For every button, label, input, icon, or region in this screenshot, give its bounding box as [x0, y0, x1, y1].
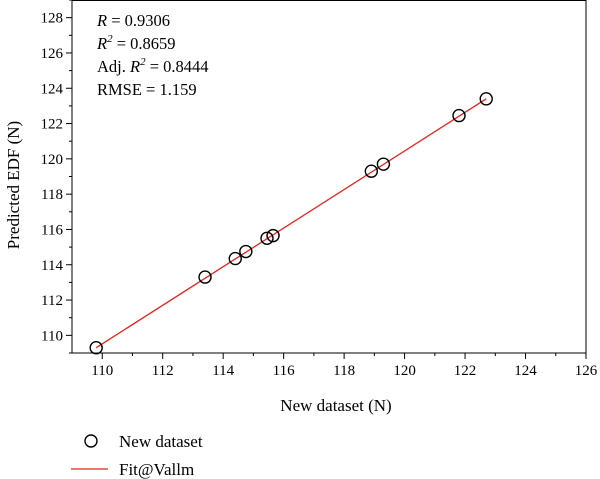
fit-line	[95, 98, 487, 349]
y-tick-label: 122	[41, 117, 64, 133]
scatter-series	[89, 92, 493, 355]
legend-item-fit: Fit@Vallm	[71, 460, 194, 479]
x-axis-ticks: 110 112 114 116 118 120 122 124 126	[91, 353, 598, 379]
data-point	[89, 341, 103, 355]
data-point	[228, 251, 242, 266]
data-point	[239, 244, 253, 259]
y-axis-label: Predicted EDF (N)	[4, 121, 23, 249]
data-point	[260, 231, 274, 245]
y-tick-label: 118	[41, 187, 63, 203]
x-tick-label: 116	[273, 363, 295, 379]
y-tick-label: 110	[41, 328, 63, 344]
y-tick-label: 124	[41, 81, 64, 97]
data-point	[364, 164, 379, 178]
legend-label: New dataset	[119, 432, 203, 451]
x-axis-label: New dataset (N)	[280, 396, 391, 415]
data-point	[266, 228, 280, 243]
stat-line: Adj. R2 = 0.8444	[97, 56, 209, 76]
y-tick-label: 116	[41, 222, 63, 238]
y-tick-label: 114	[41, 258, 63, 274]
data-point	[376, 157, 391, 171]
data-point	[198, 270, 212, 284]
legend-label: Fit@Vallm	[119, 460, 194, 479]
stat-line: R2 = 0.8659	[96, 33, 176, 53]
legend: New dataset Fit@Vallm	[71, 432, 203, 479]
data-point	[452, 108, 466, 123]
y-tick-label: 128	[41, 11, 64, 27]
x-tick-label: 120	[393, 363, 416, 379]
axes	[71, 0, 587, 354]
x-tick-label: 122	[454, 363, 477, 379]
x-tick-label: 110	[91, 363, 113, 379]
y-tick-label: 126	[41, 46, 64, 62]
x-tick-label: 112	[152, 363, 174, 379]
x-tick-label: 118	[333, 363, 355, 379]
stat-line: R = 0.9306	[96, 11, 170, 30]
statistics-annotation: R = 0.9306 R2 = 0.8659 Adj. R2 = 0.8444 RMS…	[96, 11, 209, 99]
legend-item-scatter: New dataset	[84, 432, 203, 451]
stat-line: RMSE = 1.159	[97, 80, 197, 99]
x-tick-label: 124	[514, 363, 537, 379]
y-tick-label: 120	[41, 152, 64, 168]
x-tick-label: 114	[212, 363, 234, 379]
data-point	[479, 92, 493, 106]
legend-marker-circle	[84, 434, 98, 448]
x-tick-label: 126	[575, 363, 598, 379]
fit-line-series	[95, 98, 487, 349]
plot-frame	[71, 0, 587, 354]
y-axis-ticks: 110 112 114 116 118 120 122 124 126 128	[41, 0, 72, 354]
y-tick-label: 112	[41, 293, 63, 309]
